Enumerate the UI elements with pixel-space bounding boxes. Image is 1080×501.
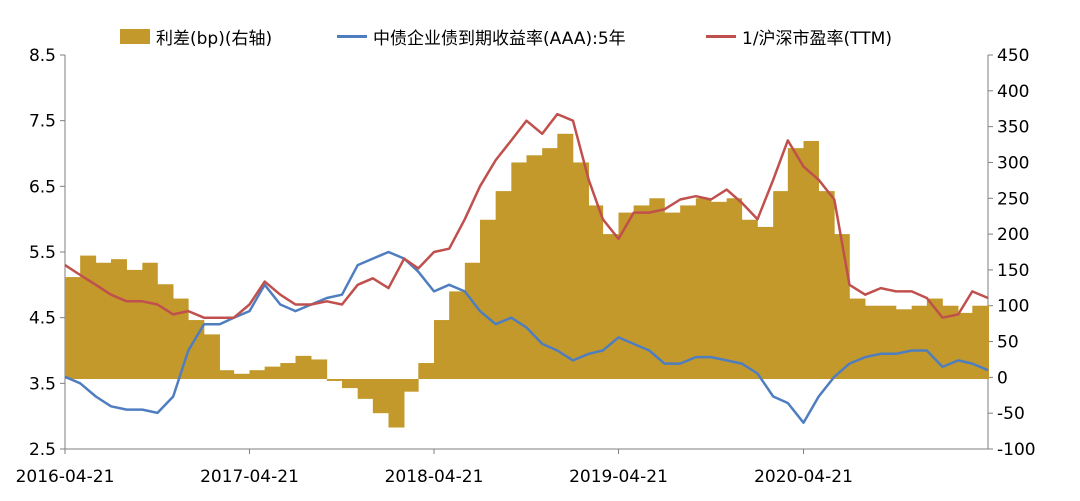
spread-bar bbox=[834, 234, 850, 379]
spread-bar bbox=[741, 219, 758, 379]
spread-bar bbox=[188, 320, 205, 379]
spread-bar bbox=[326, 379, 343, 381]
spread-bar bbox=[80, 255, 97, 379]
spread-bar bbox=[588, 205, 604, 379]
y-left-tick-label: 2.5 bbox=[29, 440, 56, 460]
legend-swatch-pe-inverse bbox=[706, 35, 736, 38]
spread-bar bbox=[664, 212, 681, 379]
spread-bar bbox=[126, 269, 143, 379]
y-right-tick-label: 350 bbox=[997, 118, 1029, 138]
spread-bar bbox=[602, 234, 619, 379]
y-right-tick-label: 150 bbox=[997, 261, 1029, 281]
y-left-tick-label: 3.5 bbox=[29, 374, 56, 394]
x-tick-label: 2019-04-21 bbox=[569, 467, 668, 487]
legend-label-spread: 利差(bp)(右轴) bbox=[156, 29, 273, 49]
spread-bar bbox=[295, 355, 312, 379]
spread-bar bbox=[649, 198, 665, 379]
spread-bar bbox=[342, 379, 358, 389]
y-left-tick-label: 5.5 bbox=[29, 243, 56, 263]
spread-bar bbox=[818, 191, 835, 379]
spread-bar bbox=[388, 379, 405, 428]
spread-bar bbox=[95, 262, 112, 379]
y-left-tick-label: 8.5 bbox=[29, 46, 56, 66]
spread-bar bbox=[988, 305, 989, 379]
legend: 利差(bp)(右轴) 中债企业债到期收益率(AAA):5年 1/沪深市盈率(TT… bbox=[0, 24, 1080, 52]
spread-bar bbox=[926, 298, 943, 379]
pe-inverse-line bbox=[64, 112, 989, 319]
spread-bar bbox=[849, 298, 866, 379]
spread-bar bbox=[157, 284, 174, 379]
legend-item-spread: 利差(bp)(右轴) bbox=[120, 24, 272, 49]
legend-label-bond-yield: 中债企业债到期收益率(AAA):5年 bbox=[373, 29, 626, 49]
spread-bar bbox=[972, 305, 989, 379]
spread-bar bbox=[773, 191, 789, 379]
y-left-tick-label: 4.5 bbox=[29, 309, 56, 329]
spread-bar bbox=[495, 191, 512, 379]
spread-bar bbox=[695, 198, 712, 379]
spread-bar bbox=[896, 309, 912, 379]
spread-bar bbox=[557, 133, 574, 379]
spread-bar bbox=[204, 334, 220, 379]
spread-bar bbox=[803, 140, 819, 379]
x-tick-label: 2017-04-21 bbox=[200, 467, 299, 487]
spread-bar bbox=[865, 305, 882, 379]
spread-bar bbox=[142, 262, 158, 379]
x-tick-label: 2016-04-21 bbox=[16, 467, 115, 487]
spread-bar bbox=[618, 212, 634, 379]
spread-bar bbox=[573, 162, 589, 379]
spread-bar bbox=[880, 305, 897, 379]
y-right-tick-label: -50 bbox=[997, 404, 1025, 424]
y-left-tick-label: 7.5 bbox=[29, 112, 56, 132]
legend-swatch-spread bbox=[120, 29, 150, 44]
y-left-tick-label: 6.5 bbox=[29, 177, 56, 197]
y-right-tick-label: 250 bbox=[997, 189, 1029, 209]
y-right-tick-label: 100 bbox=[997, 297, 1029, 317]
spread-bar bbox=[110, 259, 127, 379]
spread-bar bbox=[280, 363, 296, 379]
spread-bar bbox=[433, 320, 450, 379]
y-right-tick-label: 300 bbox=[997, 153, 1029, 173]
y-right-tick-label: 400 bbox=[997, 82, 1029, 102]
legend-label-pe-inverse: 1/沪深市盈率(TTM) bbox=[742, 29, 892, 49]
spread-bar bbox=[958, 312, 973, 379]
spread-bar bbox=[787, 148, 804, 379]
spread-bar bbox=[249, 370, 265, 379]
y-right-tick-label: -100 bbox=[997, 440, 1036, 460]
spread-bar bbox=[418, 363, 435, 379]
legend-item-bond-yield: 中债企业债到期收益率(AAA):5年 bbox=[337, 24, 626, 49]
spread-bar bbox=[404, 379, 419, 392]
spread-bar bbox=[911, 305, 928, 379]
spread-bar bbox=[633, 205, 650, 379]
spread-bar bbox=[357, 379, 374, 399]
spread-bar bbox=[511, 162, 527, 379]
spread-bar bbox=[65, 277, 81, 379]
spread-bar bbox=[680, 205, 697, 379]
spread-bar bbox=[542, 148, 558, 379]
spread-bar bbox=[726, 198, 743, 379]
spread-bar bbox=[479, 219, 496, 379]
spread-bar bbox=[710, 201, 727, 379]
spread-bar bbox=[757, 226, 774, 379]
y-right-tick-label: 450 bbox=[997, 46, 1029, 66]
spread-bar bbox=[264, 366, 281, 379]
x-tick-label: 2018-04-21 bbox=[385, 467, 484, 487]
spread-bar bbox=[219, 370, 235, 379]
spread-bar bbox=[449, 291, 466, 379]
x-tick-label: 2020-04-21 bbox=[754, 467, 853, 487]
spread-bar bbox=[464, 262, 481, 379]
legend-item-pe-inverse: 1/沪深市盈率(TTM) bbox=[706, 24, 892, 49]
spread-bar bbox=[372, 379, 389, 414]
bond-yield-line bbox=[64, 250, 989, 424]
y-right-tick-label: 0 bbox=[997, 368, 1008, 388]
legend-swatch-bond-yield bbox=[337, 35, 367, 38]
spread-bar bbox=[233, 373, 250, 379]
y-right-tick-label: 200 bbox=[997, 225, 1029, 245]
y-right-tick-label: 50 bbox=[997, 333, 1019, 353]
spread-bar bbox=[311, 359, 328, 379]
spread-bar bbox=[526, 155, 543, 379]
